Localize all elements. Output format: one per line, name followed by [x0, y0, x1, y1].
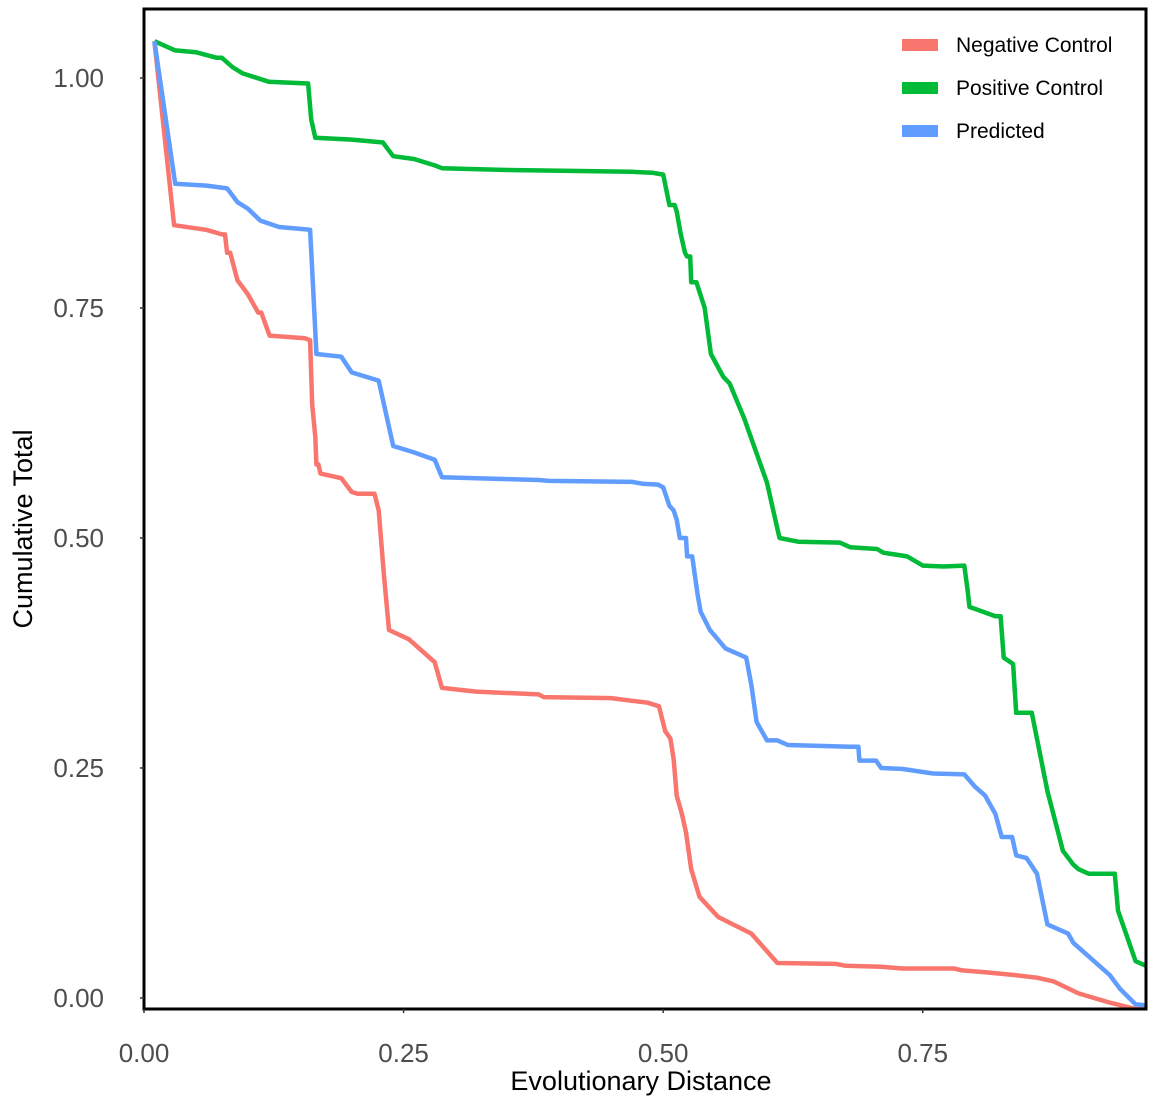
x-tick-label: 0.50 [638, 1038, 689, 1068]
y-axis-title: Cumulative Total [8, 429, 38, 628]
legend-label-positive-control: Positive Control [956, 77, 1103, 100]
series-layer [152, 39, 1146, 1009]
y-tick-label: 0.50 [53, 523, 104, 553]
y-tick-label: 0.75 [53, 293, 104, 323]
legend-label-negative-control: Negative Control [956, 34, 1112, 57]
legend: Negative Control Positive Control Predicte… [902, 34, 1112, 143]
axes-layer: 0.00 0.25 0.50 0.75 0.00 0.25 0.50 0.75 1.00 [53, 63, 948, 1068]
y-tick-label: 0.00 [53, 983, 104, 1013]
legend-key-predicted [902, 125, 938, 137]
plot-panel-border [142, 7, 1148, 1011]
x-tick-label: 0.75 [897, 1038, 948, 1068]
series-line-negative-control [152, 40, 1146, 1009]
series-line-positive-control [153, 39, 1146, 968]
series-line-predicted [152, 40, 1146, 1008]
x-tick-label: 0.25 [378, 1038, 429, 1068]
legend-key-positive-control [902, 82, 938, 94]
legend-label-predicted: Predicted [956, 120, 1045, 143]
y-tick-label: 1.00 [53, 63, 104, 93]
y-tick-label: 0.25 [53, 753, 104, 783]
x-axis-title: Evolutionary Distance [510, 1066, 771, 1096]
x-tick-label: 0.00 [119, 1038, 170, 1068]
legend-key-negative-control [902, 39, 938, 51]
